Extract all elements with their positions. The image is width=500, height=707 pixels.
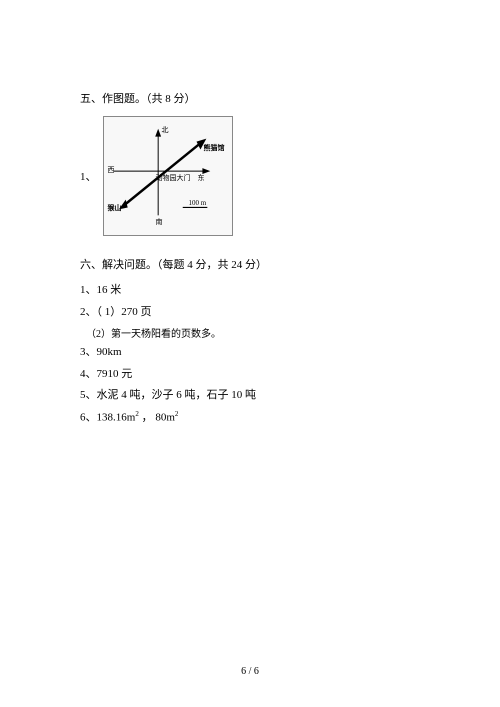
label-scale: 100 m (189, 199, 207, 207)
label-ne: 熊猫馆 (204, 143, 225, 153)
answer-2b: （2）第一天杨阳看的页数多。 (86, 325, 440, 340)
answer-2: 2、（ 1）270 页 (80, 304, 440, 322)
answer-1: 1、16 米 (80, 282, 440, 300)
q1-number: 1、 (80, 168, 97, 184)
a6-val1: 138.16m (97, 412, 136, 424)
label-west: 西 (108, 165, 115, 175)
a6-sup2: 2 (175, 410, 179, 418)
answer-6: 6、138.16m2 ， 80m2 (80, 409, 440, 427)
a6-sep: ， (139, 412, 156, 424)
answer-4: 4、7910 元 (80, 366, 440, 384)
answer-5: 5、水泥 4 吨，沙子 6 吨，石子 10 吨 (80, 387, 440, 405)
section5-title: 五、作图题。（共 8 分） (80, 90, 440, 106)
question-1-row: 1、 北 南 东 西 动物园大门 熊猫馆 猴山 100 m (80, 116, 440, 236)
label-north: 北 (162, 125, 169, 135)
answer-3: 3、90km (80, 344, 440, 362)
page-number: 6 / 6 (0, 666, 500, 677)
label-center: 动物园大门 (156, 173, 191, 183)
label-south: 南 (156, 217, 163, 227)
label-east: 东 (198, 173, 205, 183)
figure-compass: 北 南 东 西 动物园大门 熊猫馆 猴山 100 m (103, 116, 233, 236)
section6-title: 六、解决问题。（每题 4 分，共 24 分） (80, 256, 440, 272)
label-sw: 猴山 (108, 203, 122, 213)
a6-val2: 80m (155, 412, 175, 424)
a6-prefix: 6、 (80, 412, 97, 424)
